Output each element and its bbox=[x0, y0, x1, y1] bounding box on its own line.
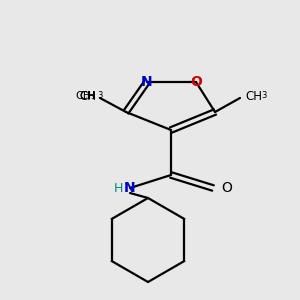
Text: O: O bbox=[190, 75, 202, 89]
Text: CH₃: CH₃ bbox=[75, 91, 96, 101]
Text: CH: CH bbox=[245, 91, 262, 103]
Text: N: N bbox=[141, 75, 153, 89]
Text: 3: 3 bbox=[261, 91, 266, 100]
Text: CH: CH bbox=[79, 91, 96, 103]
Text: H: H bbox=[113, 182, 123, 194]
Text: CH: CH bbox=[80, 91, 96, 101]
Text: 3: 3 bbox=[97, 91, 102, 100]
Text: N: N bbox=[124, 181, 136, 195]
Text: O: O bbox=[221, 181, 232, 195]
